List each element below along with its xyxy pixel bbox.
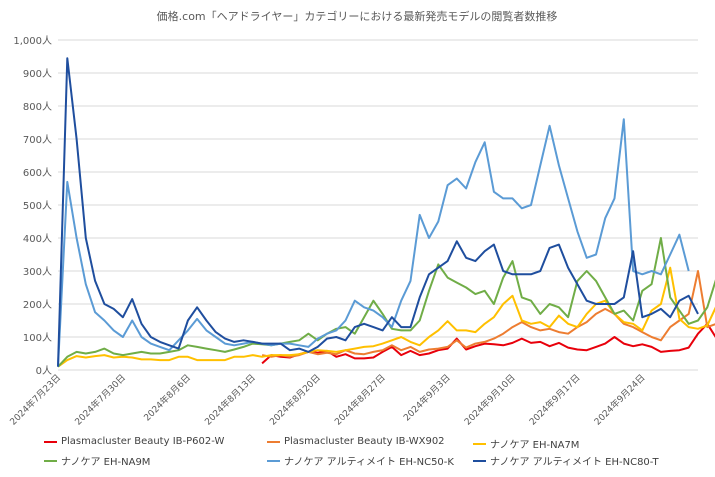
series-line-5: [57, 57, 699, 367]
legend-item: ナノケア アルティメイト EH-NC80-T: [473, 453, 659, 468]
series-line-0: [261, 322, 715, 365]
legend-item: Plasmacluster Beauty IB-WX902: [267, 436, 445, 447]
legend-item: ナノケア EH-NA7M: [473, 436, 579, 451]
y-tick-label: 700人: [23, 134, 52, 146]
legend-label: ナノケア EH-NA9M: [61, 457, 151, 468]
y-tick-label: 400人: [23, 233, 52, 245]
series-line-4: [57, 118, 690, 367]
y-axis-ticks: 0人 100人 200人 300人 400人 500人 600人 700人 800人 900人 1,…: [13, 35, 52, 377]
y-tick-label: 1,000人: [13, 35, 52, 47]
series-line-3: [57, 237, 715, 368]
legend-label: ナノケア EH-NA7M: [490, 440, 580, 451]
y-tick-label: 900人: [23, 68, 52, 80]
legend-swatch: [267, 459, 280, 462]
x-tick-label: 2024年8月20日: [267, 372, 323, 428]
legend-item: ナノケア EH-NA9M: [44, 453, 150, 468]
legend-swatch: [44, 459, 57, 462]
chart-title: 価格.com「ヘアドライヤー」カテゴリーにおける最新発売モデルの閲覧者数推移: [157, 9, 558, 23]
series-lines: [57, 57, 715, 368]
x-tick-label: 2024年8月27日: [332, 372, 388, 428]
y-tick-label: 0人: [36, 365, 52, 377]
legend-label: ナノケア アルティメイト EH-NC50-K: [284, 457, 454, 468]
legend-label: Plasmacluster Beauty IB-WX902: [284, 436, 445, 447]
x-tick-label: 2024年8月13日: [202, 372, 258, 428]
legend-label: Plasmacluster Beauty IB-P602-W: [61, 436, 225, 447]
x-tick-label: 2024年8月6日: [141, 372, 193, 424]
x-tick-label: 2024年7月23日: [7, 372, 63, 428]
x-tick-label: 2024年9月3日: [401, 372, 453, 424]
y-tick-label: 200人: [23, 299, 52, 311]
legend-swatch: [44, 440, 57, 443]
legend-swatch: [473, 442, 486, 445]
legend-label: ナノケア アルティメイト EH-NC80-T: [490, 457, 659, 468]
y-tick-label: 800人: [23, 101, 52, 113]
x-tick-label: 2024年7月30日: [72, 372, 128, 428]
legend-swatch: [267, 440, 280, 443]
legend-item: Plasmacluster Beauty IB-P602-W: [44, 436, 224, 447]
gridlines: [58, 39, 698, 371]
x-tick-label: 2024年9月24日: [592, 372, 648, 428]
y-tick-label: 600人: [23, 167, 52, 179]
series-line-2: [57, 266, 715, 368]
x-tick-label: 2024年9月17日: [527, 372, 583, 428]
legend-swatch: [473, 459, 486, 462]
y-tick-label: 300人: [23, 266, 52, 278]
y-tick-label: 500人: [23, 200, 52, 212]
x-tick-label: 2024年9月10日: [462, 372, 518, 428]
legend-item: ナノケア アルティメイト EH-NC50-K: [267, 453, 454, 468]
y-tick-label: 100人: [23, 332, 52, 344]
x-axis-ticks: 2024年7月23日 2024年7月30日 2024年8月6日 2024年8月13日 2…: [7, 372, 647, 428]
